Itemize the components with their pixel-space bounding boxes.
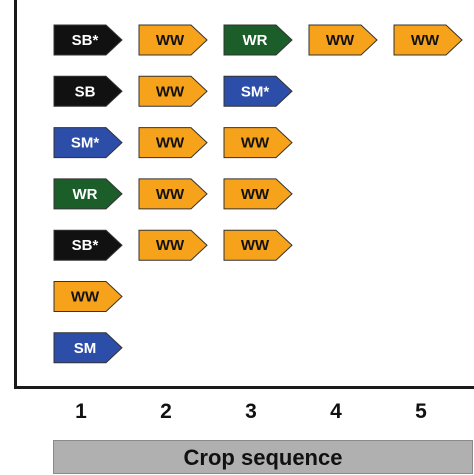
- crop-arrow-r4-c3: WW: [223, 178, 293, 210]
- crop-arrow-shape: [53, 24, 123, 56]
- crop-arrow-shape: [223, 24, 293, 56]
- crop-arrow-label: WW: [71, 289, 100, 306]
- x-axis-line: [14, 386, 474, 389]
- crop-arrow-label: WR: [73, 186, 98, 203]
- crop-arrow-label: SB*: [72, 32, 99, 49]
- crop-arrow-shape: [308, 24, 378, 56]
- crop-arrow-shape: [223, 75, 293, 107]
- crop-arrow-shape: [138, 229, 208, 261]
- crop-arrow-label: WW: [156, 32, 185, 49]
- crop-arrow-shape: [138, 24, 208, 56]
- crop-arrow-label: WW: [241, 237, 270, 254]
- x-axis-title: Crop sequence: [183, 445, 343, 470]
- crop-arrow-r4-c1: WR: [53, 178, 123, 210]
- crop-arrow-shape: [53, 229, 123, 261]
- crop-arrow-shape: [53, 127, 123, 159]
- crop-arrow-label: SM*: [71, 135, 100, 152]
- crop-arrow-r3-c3: WW: [223, 127, 293, 159]
- crop-arrow-label: WW: [411, 32, 440, 49]
- x-axis-title-bar: Crop sequence: [53, 440, 473, 474]
- crop-arrow-label: WW: [156, 186, 185, 203]
- crop-arrow-shape: [138, 127, 208, 159]
- crop-arrow-label: WW: [156, 135, 185, 152]
- crop-arrow-r1-c4: WW: [308, 24, 378, 56]
- crop-arrow-label: WW: [326, 32, 355, 49]
- crop-arrow-shape: [53, 281, 123, 312]
- crop-arrow-shape: [223, 127, 293, 159]
- crop-arrow-label: SM*: [241, 83, 270, 100]
- crop-arrow-label: WW: [156, 237, 185, 254]
- crop-arrow-shape: [53, 75, 123, 107]
- x-tick-4: 4: [330, 400, 342, 423]
- crop-arrow-label: WW: [241, 186, 270, 203]
- crop-arrow-shape: [223, 178, 293, 210]
- crop-arrow-shape: [223, 229, 293, 261]
- crop-arrow-label: WW: [241, 135, 270, 152]
- crop-arrow-r7-c1: SM: [53, 332, 123, 364]
- crop-arrow-label: SM: [74, 340, 97, 357]
- crop-arrow-r4-c2: WW: [138, 178, 208, 210]
- crop-arrow-r1-c5: WW: [393, 24, 463, 56]
- crop-arrow-label: SB*: [72, 237, 99, 254]
- crop-arrow-r5-c3: WW: [223, 229, 293, 261]
- crop-arrow-shape: [138, 178, 208, 210]
- x-tick-1: 1: [75, 400, 87, 423]
- crop-arrow-label: WW: [156, 83, 185, 100]
- crop-arrow-r5-c1: SB*: [53, 229, 123, 261]
- crop-arrow-r5-c2: WW: [138, 229, 208, 261]
- crop-arrow-label: WR: [243, 32, 268, 49]
- crop-arrow-shape: [53, 332, 123, 364]
- crop-arrow-r2-c1: SB: [53, 75, 123, 107]
- crop-arrow-r1-c3: WR: [223, 24, 293, 56]
- crop-arrow-shape: [53, 178, 123, 210]
- crop-arrow-shape: [138, 75, 208, 107]
- x-tick-5: 5: [415, 400, 427, 423]
- crop-arrow-r2-c3: SM*: [223, 75, 293, 107]
- y-axis-line: [14, 0, 17, 389]
- crop-arrow-r1-c1: SB*: [53, 24, 123, 56]
- x-tick-3: 3: [245, 400, 257, 423]
- crop-arrow-shape: [393, 24, 463, 56]
- crop-arrow-r2-c2: WW: [138, 75, 208, 107]
- crop-arrow-r1-c2: WW: [138, 24, 208, 56]
- crop-arrow-r3-c1: SM*: [53, 127, 123, 159]
- x-tick-2: 2: [160, 400, 172, 423]
- crop-arrow-label: SB: [75, 83, 96, 100]
- crop-arrow-r6-c1: WW: [53, 281, 123, 312]
- crop-arrow-r3-c2: WW: [138, 127, 208, 159]
